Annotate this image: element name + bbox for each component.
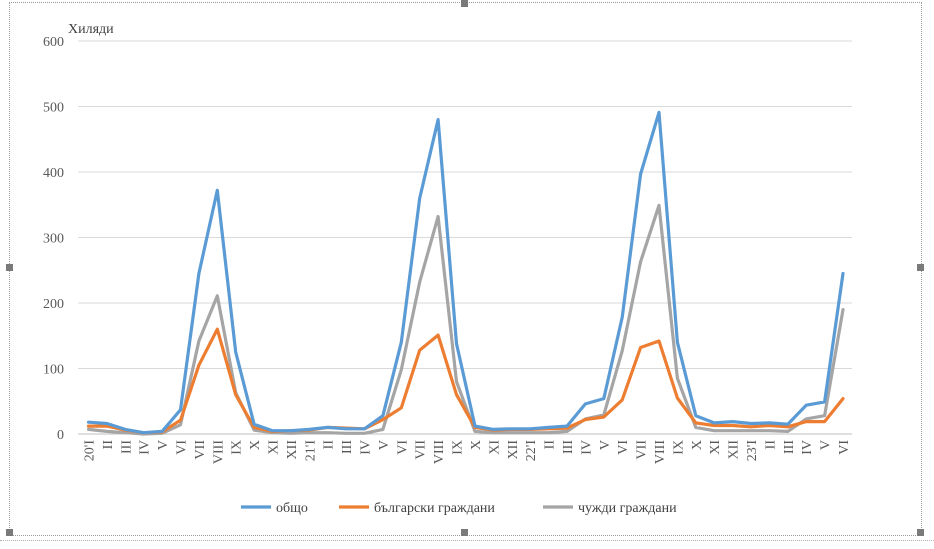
x-tick-label: 23'I: [745, 440, 760, 462]
resize-handle-top[interactable]: [461, 0, 468, 7]
x-tick-label: IV: [579, 440, 594, 455]
x-tick-label: VIII: [211, 440, 226, 464]
gridlines: [78, 40, 852, 435]
page-border: [0, 540, 934, 542]
x-tick-label: IV: [138, 440, 153, 455]
x-tick-label: VI: [616, 440, 631, 455]
x-tick-label: VI: [395, 440, 410, 455]
resize-handle-bottom[interactable]: [461, 529, 468, 536]
y-tick-label: 0: [57, 428, 64, 443]
x-tick-label: IX: [451, 440, 466, 455]
x-tick-label: VII: [193, 440, 208, 460]
resize-handle-right[interactable]: [917, 264, 924, 271]
resize-handle-bottom-right[interactable]: [917, 529, 924, 536]
x-tick-label: V: [819, 440, 834, 450]
x-tick-label: II: [322, 440, 337, 450]
x-tick-label: XI: [708, 440, 723, 455]
legend: общо български граждани чужди граждани: [241, 501, 677, 516]
series-line-2: [86, 327, 845, 435]
y-tick-label: 300: [43, 232, 64, 247]
y-axis-ticks: 0 100 200 300 400 500 600: [43, 35, 64, 443]
series-line-3: [86, 203, 845, 436]
x-tick-label: 22'I: [524, 440, 539, 462]
x-tick-label: XI: [267, 440, 282, 455]
y-tick-label: 400: [43, 166, 64, 181]
legend-label: български граждани: [374, 501, 495, 516]
y-axis-label: Хиляди: [68, 22, 114, 37]
x-tick-label: IX: [671, 440, 686, 455]
x-axis-ticks: 20'I II III IV V VI VII VIII IX X XI XII 21'I II III IV…: [83, 440, 853, 464]
x-tick-label: 20'I: [83, 440, 98, 462]
x-tick-label: V: [598, 440, 613, 450]
x-tick-label: III: [782, 440, 797, 454]
x-tick-label: II: [543, 440, 558, 450]
y-tick-label: 600: [43, 35, 64, 50]
x-tick-label: 21'I: [303, 440, 318, 462]
x-tick-label: VI: [837, 440, 852, 455]
x-tick-label: XI: [487, 440, 502, 455]
legend-label: общо: [276, 501, 308, 516]
x-tick-label: III: [340, 440, 355, 454]
x-tick-label: III: [561, 440, 576, 454]
x-tick-label: X: [690, 440, 705, 450]
y-tick-label: 200: [43, 297, 64, 312]
x-tick-label: VIII: [653, 440, 668, 464]
y-tick-label: 500: [43, 101, 64, 116]
x-tick-label: II: [763, 440, 778, 450]
resize-handle-left[interactable]: [6, 264, 13, 271]
x-tick-label: III: [119, 440, 134, 454]
x-tick-label: X: [248, 440, 263, 450]
x-tick-label: V: [377, 440, 392, 450]
x-tick-label: X: [469, 440, 484, 450]
series-line-1: [86, 110, 845, 435]
x-tick-label: VII: [635, 440, 650, 460]
resize-handle-bottom-left[interactable]: [6, 529, 13, 536]
x-tick-label: XII: [285, 440, 300, 460]
x-tick-label: II: [101, 440, 116, 450]
x-tick-label: IV: [800, 440, 815, 455]
x-tick-label: V: [156, 440, 171, 450]
x-tick-label: XII: [727, 440, 742, 460]
x-tick-label: VIII: [432, 440, 447, 464]
series-lines: [86, 110, 845, 436]
x-tick-label: IV: [359, 440, 374, 455]
legend-label: чужди граждани: [578, 501, 677, 516]
x-tick-label: VII: [414, 440, 429, 460]
y-tick-label: 100: [43, 363, 64, 378]
x-tick-label: VI: [175, 440, 190, 455]
x-tick-label: IX: [230, 440, 245, 455]
x-tick-label: XII: [506, 440, 521, 460]
